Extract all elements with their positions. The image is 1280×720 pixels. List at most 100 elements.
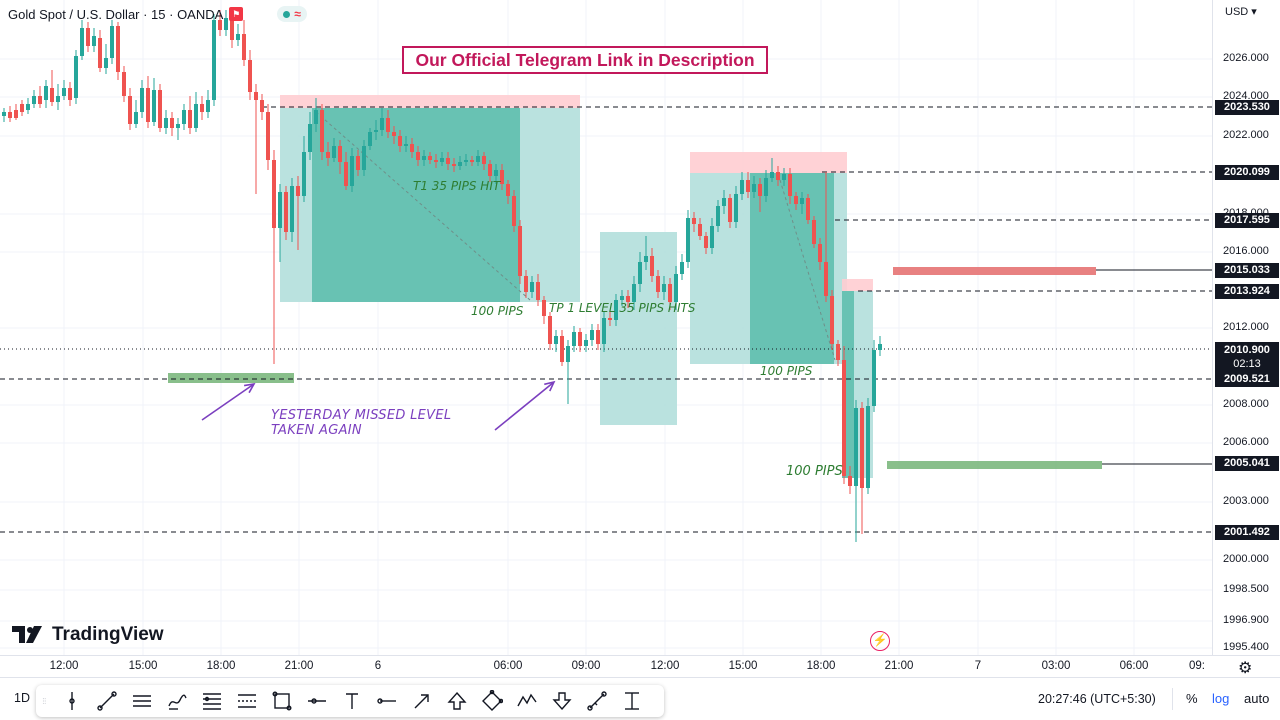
- price-level-tag[interactable]: 2023.530: [1215, 100, 1279, 115]
- regression-icon[interactable]: [229, 686, 264, 716]
- time-tick-label: 09:: [1189, 660, 1205, 672]
- price-level-tag[interactable]: 2015.033: [1215, 263, 1279, 278]
- time-tick-label: 21:00: [884, 660, 914, 672]
- candle-body: [542, 300, 546, 316]
- candle-body: [302, 152, 306, 196]
- price-level-tag[interactable]: 2017.595: [1215, 213, 1279, 228]
- candle-body: [668, 284, 672, 302]
- elliott-wave-icon[interactable]: [509, 686, 544, 716]
- tradingview-logo-icon: [12, 626, 42, 643]
- log-scale-button[interactable]: log: [1212, 691, 1230, 706]
- price-level-tag[interactable]: 2013.924: [1215, 284, 1279, 299]
- candle-body: [182, 110, 186, 124]
- candle-body: [188, 110, 192, 128]
- price-level-tag[interactable]: 2005.041: [1215, 456, 1279, 471]
- ruler-icon[interactable]: [579, 686, 614, 716]
- clock-timezone[interactable]: 20:27:46 (UTC+5:30): [1038, 692, 1156, 706]
- candle-body: [512, 196, 516, 226]
- candle-body: [374, 130, 378, 132]
- chart-canvas[interactable]: [0, 0, 1212, 655]
- brush-icon[interactable]: [159, 686, 194, 716]
- candle-body: [650, 256, 654, 276]
- candle-body: [710, 226, 714, 248]
- candle-body: [194, 104, 198, 128]
- gear-icon[interactable]: ⚙: [1238, 660, 1253, 677]
- grip-icon[interactable]: [40, 686, 54, 716]
- rectangle-icon[interactable]: [264, 686, 299, 716]
- annotation-100-pips-a: 100 PIPS: [471, 304, 524, 318]
- candle-body: [554, 336, 558, 344]
- candle-body: [248, 60, 252, 92]
- candle-body: [350, 156, 354, 186]
- flag-icon[interactable]: ⚑: [229, 7, 244, 21]
- vertical-line-icon[interactable]: [54, 686, 89, 716]
- chart-pane[interactable]: Gold Spot / U.S. Dollar · 15 · OANDA ⚑ ≈…: [0, 0, 1212, 655]
- candle-body: [704, 236, 708, 248]
- zone-box-0: [280, 95, 580, 108]
- rotated-rectangle-icon[interactable]: [474, 686, 509, 716]
- interval-button[interactable]: 1D: [14, 691, 30, 705]
- time-axis[interactable]: 12:00 15:00 18:00 21:00 6 06:00 09:00 12:00 15:0…: [0, 655, 1280, 677]
- price-level-tag[interactable]: 2001.492: [1215, 525, 1279, 540]
- text-icon[interactable]: [334, 686, 369, 716]
- candle-body: [800, 198, 804, 204]
- symbol-title[interactable]: Gold Spot / U.S. Dollar · 15 · OANDA: [8, 6, 224, 22]
- candle-body: [746, 180, 750, 192]
- auto-scale-button[interactable]: auto: [1244, 691, 1270, 706]
- candle-body: [596, 330, 600, 344]
- arrow-mark-up-icon[interactable]: [439, 686, 474, 716]
- percent-scale-button[interactable]: %: [1186, 691, 1198, 706]
- candle-body: [776, 172, 780, 180]
- candle-body: [344, 162, 348, 186]
- candle-body: [734, 194, 738, 222]
- date-range-icon[interactable]: [614, 686, 649, 716]
- market-status-pill[interactable]: ≈: [277, 6, 307, 22]
- time-tick-label: 12:00: [650, 660, 680, 672]
- candle-body: [626, 296, 630, 302]
- connector-line: [779, 179, 836, 361]
- candle-body: [416, 152, 420, 160]
- price-tick-label: 2006.000: [1223, 436, 1269, 448]
- price-tick-label: 2000.000: [1223, 553, 1269, 565]
- price-tick-label: 2024.000: [1223, 90, 1269, 102]
- candle-body: [866, 406, 870, 488]
- parallel-channel-icon[interactable]: [124, 686, 159, 716]
- candle-body: [20, 104, 24, 112]
- candle-body: [830, 296, 834, 344]
- price-level-tag[interactable]: 2020.099: [1215, 165, 1279, 180]
- time-tick-label: 12:00: [49, 660, 79, 672]
- current-price-tag[interactable]: 2010.900 02:13: [1215, 342, 1279, 372]
- annotation-100-pips-c: 100 PIPS: [786, 464, 843, 479]
- lightning-icon[interactable]: ⚡: [870, 631, 890, 651]
- currency-menu[interactable]: USD ▾: [1225, 6, 1257, 18]
- candle-body: [566, 346, 570, 362]
- candle-body: [356, 156, 360, 170]
- candle-body: [848, 476, 852, 486]
- time-tick-label: 06:00: [493, 660, 523, 672]
- fib-retracement-icon[interactable]: [194, 686, 229, 716]
- candle-body: [602, 318, 606, 344]
- candle-body: [386, 118, 390, 132]
- tradingview-logo[interactable]: TradingView: [12, 624, 164, 646]
- arrow-icon[interactable]: [404, 686, 439, 716]
- candle-body: [584, 340, 588, 346]
- candle-body: [458, 162, 462, 166]
- price-tick-label: 2012.000: [1223, 321, 1269, 333]
- candle-body: [632, 284, 636, 302]
- time-tick-label: 03:00: [1041, 660, 1071, 672]
- telegram-banner: Our Official Telegram Link in Descriptio…: [402, 46, 768, 74]
- path-icon[interactable]: [299, 686, 334, 716]
- candle-body: [572, 332, 576, 346]
- zone-box-3: [600, 232, 677, 425]
- candle-body: [320, 110, 324, 152]
- candle-body: [788, 174, 792, 196]
- candle-body: [614, 300, 618, 320]
- trend-line-icon[interactable]: [89, 686, 124, 716]
- arrow-annotation-right: [494, 381, 555, 431]
- annotation-100-pips-b: 100 PIPS: [760, 364, 813, 378]
- price-axis[interactable]: USD ▾ 2026.0002024.0002022.0002018.00020…: [1212, 0, 1280, 655]
- arrow-mark-down-icon[interactable]: [544, 686, 579, 716]
- horizontal-ray-icon[interactable]: [369, 686, 404, 716]
- price-level-tag[interactable]: 2009.521: [1215, 372, 1279, 387]
- arrow-annotation-right-head: [544, 380, 556, 392]
